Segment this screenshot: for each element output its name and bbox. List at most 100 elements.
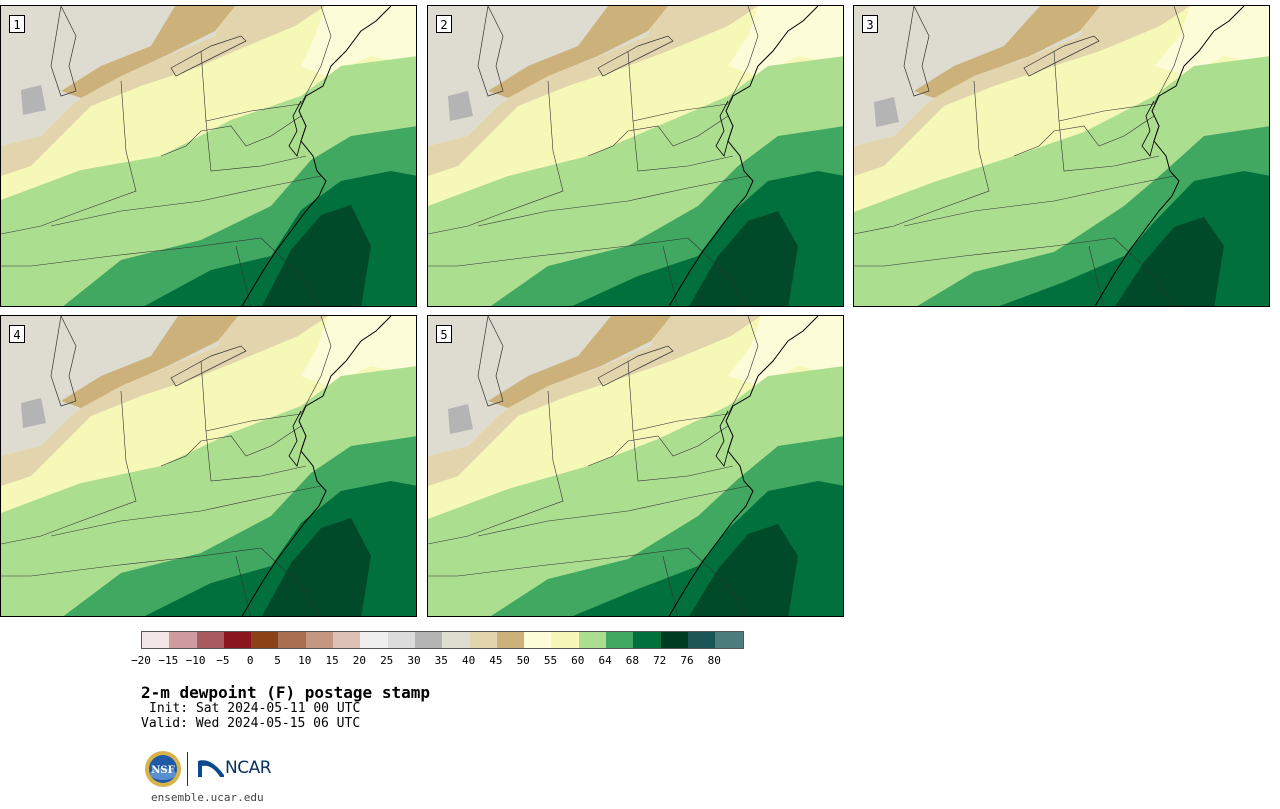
cream-band xyxy=(301,316,416,386)
colorbar-swatch xyxy=(524,632,552,648)
state-boundary xyxy=(1153,6,1185,105)
state-boundary xyxy=(477,485,749,537)
state-boundary xyxy=(160,115,302,157)
state-boundary xyxy=(627,50,729,122)
deepgreen-area xyxy=(689,211,798,306)
ncar-logo-icon xyxy=(198,760,224,777)
state-boundary xyxy=(587,425,729,467)
colorbar-swatch xyxy=(251,632,279,648)
brown-band xyxy=(914,6,1100,98)
dewpoint-colorbar xyxy=(141,631,744,649)
svg-text:NSF: NSF xyxy=(151,765,174,776)
tan-band xyxy=(428,6,758,176)
colorbar-tick: 15 xyxy=(325,654,339,667)
deepgreen-area xyxy=(689,524,798,616)
state-boundary xyxy=(428,80,564,235)
state-boundary xyxy=(200,360,302,432)
colorbar-tick-labels: −20 −15 −10 −5 0 5 10 15 20 25 30 35 40 45 50 55 60 64 68 7… xyxy=(131,654,761,668)
lake-michigan-outline xyxy=(50,316,77,407)
colorbar-swatch xyxy=(606,632,634,648)
state-boundary xyxy=(727,6,759,105)
colorbar-tick: 5 xyxy=(274,654,281,667)
state-boundary xyxy=(30,237,262,267)
tan-band xyxy=(1,316,328,486)
state-boundary xyxy=(50,485,322,537)
colorbar-swatch xyxy=(223,632,252,648)
colorbar-swatch xyxy=(278,632,306,648)
colorbar-swatch xyxy=(469,632,497,648)
state-boundary xyxy=(260,547,321,616)
colorbar-swatch xyxy=(169,632,197,648)
colorbar-tick: −10 xyxy=(185,654,206,667)
colorbar-tick: 80 xyxy=(707,654,721,667)
cream-band xyxy=(728,316,843,386)
state-boundary xyxy=(632,430,734,482)
lake-michigan-outline xyxy=(50,6,77,97)
gray-patch xyxy=(21,85,46,115)
chesapeake-bay-outline xyxy=(715,410,734,467)
nsf-logo-icon[interactable]: NSF xyxy=(144,750,182,788)
dewpoint-map-5 xyxy=(428,316,843,616)
member-number-label: 1 xyxy=(9,15,25,33)
state-boundary xyxy=(854,80,990,235)
state-boundary xyxy=(235,245,251,306)
colorbar-swatch xyxy=(578,632,607,648)
state-boundary xyxy=(727,316,759,415)
state-boundary xyxy=(587,115,729,157)
colorbar-tick: 60 xyxy=(571,654,585,667)
colorbar-swatch xyxy=(660,632,688,648)
colorbar-swatch xyxy=(496,632,525,648)
state-boundary xyxy=(903,175,1175,227)
state-boundary xyxy=(883,237,1115,267)
state-boundary xyxy=(205,430,307,482)
ncar-logo-text[interactable]: NCAR xyxy=(225,758,272,778)
state-boundary xyxy=(1113,237,1174,306)
state-boundary xyxy=(235,555,251,616)
deepgreen-area xyxy=(262,518,371,616)
state-boundary xyxy=(428,390,564,545)
lake-michigan-outline xyxy=(477,6,504,97)
coastline xyxy=(668,316,819,616)
colorbar-tick: −20 xyxy=(131,654,151,667)
state-boundary xyxy=(160,425,302,467)
colorbar-tick: 40 xyxy=(461,654,476,667)
colorbar-tick: 72 xyxy=(653,654,667,667)
brown-band xyxy=(61,6,235,98)
state-boundary xyxy=(30,547,262,577)
colorbar-swatch xyxy=(305,632,334,648)
dewpoint-map-2 xyxy=(428,6,843,306)
ensemble-member-panel-5: 5 xyxy=(427,315,844,617)
colorbar-swatch xyxy=(414,632,443,648)
colorbar-swatch xyxy=(687,632,716,648)
cream-band xyxy=(728,6,843,76)
gray-patch xyxy=(21,398,46,428)
logo-divider xyxy=(187,752,188,786)
state-boundary xyxy=(687,547,748,616)
colorbar-tick: 68 xyxy=(625,654,640,667)
state-boundary xyxy=(457,547,689,577)
colorbar-tick: 35 xyxy=(434,654,448,667)
colorbar-swatch xyxy=(633,632,661,648)
state-boundary xyxy=(205,120,307,172)
colorbar-swatch xyxy=(333,632,361,648)
colorbar-swatch xyxy=(715,632,743,648)
lake-erie-outline xyxy=(597,345,674,387)
member-number-label: 4 xyxy=(9,325,25,343)
colorbar-swatch xyxy=(551,632,579,648)
state-boundary xyxy=(1053,50,1155,122)
lake-erie-outline xyxy=(170,345,247,387)
state-boundary xyxy=(687,237,748,306)
state-boundary xyxy=(457,237,689,267)
ensemble-member-panel-4: 4 xyxy=(0,315,417,617)
tan-band xyxy=(854,6,1190,176)
coastline xyxy=(668,6,819,306)
figure-title: 2-m dewpoint (F) postage stamp xyxy=(141,683,430,702)
deepgreen-area xyxy=(1115,217,1224,306)
state-boundary xyxy=(632,120,734,172)
tan-band xyxy=(428,316,761,486)
colorbar-tick: −15 xyxy=(158,654,179,667)
tan-band xyxy=(1,6,325,176)
coastline xyxy=(241,316,392,616)
colorbar-tick: 50 xyxy=(516,654,530,667)
site-url[interactable]: ensemble.ucar.edu xyxy=(151,791,264,804)
